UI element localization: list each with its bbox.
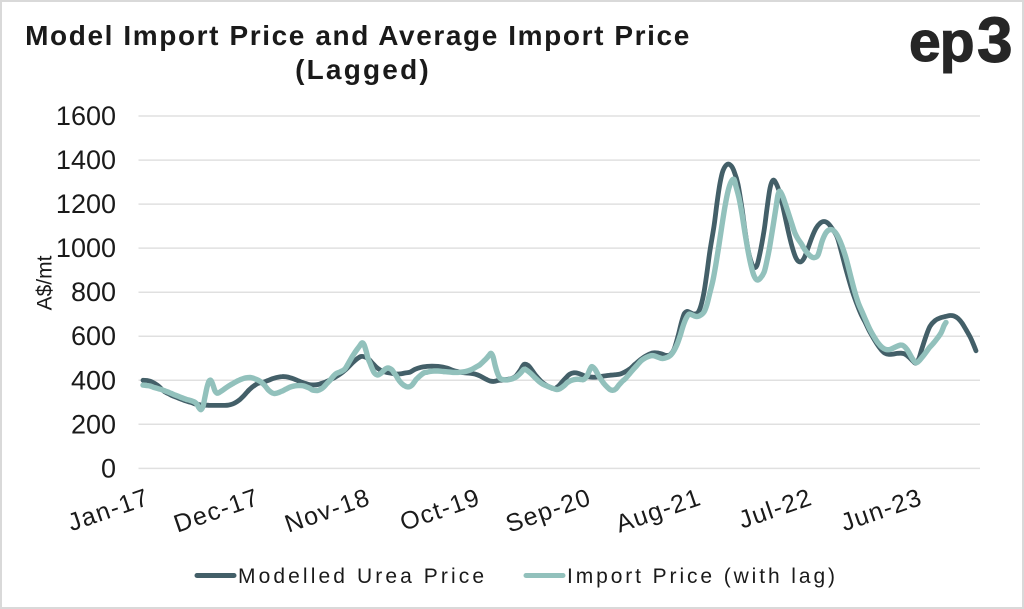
svg-text:Modelled Urea Price: Modelled Urea Price bbox=[238, 565, 487, 588]
svg-text:Model Import Price and Average: Model Import Price and Average Import Pr… bbox=[25, 20, 691, 51]
svg-text:3: 3 bbox=[977, 4, 1013, 76]
svg-text:400: 400 bbox=[71, 365, 116, 395]
svg-text:800: 800 bbox=[71, 277, 116, 307]
svg-text:(Lagged): (Lagged) bbox=[295, 54, 431, 85]
svg-text:1200: 1200 bbox=[56, 189, 116, 219]
svg-text:1600: 1600 bbox=[56, 101, 116, 131]
svg-text:600: 600 bbox=[71, 321, 116, 351]
svg-text:A$/mt: A$/mt bbox=[34, 255, 57, 310]
svg-text:1400: 1400 bbox=[56, 145, 116, 175]
svg-text:ep: ep bbox=[909, 10, 974, 74]
svg-text:200: 200 bbox=[71, 409, 116, 439]
svg-text:Import Price (with lag): Import Price (with lag) bbox=[567, 565, 838, 588]
svg-text:1000: 1000 bbox=[56, 233, 116, 263]
svg-text:0: 0 bbox=[101, 453, 116, 483]
